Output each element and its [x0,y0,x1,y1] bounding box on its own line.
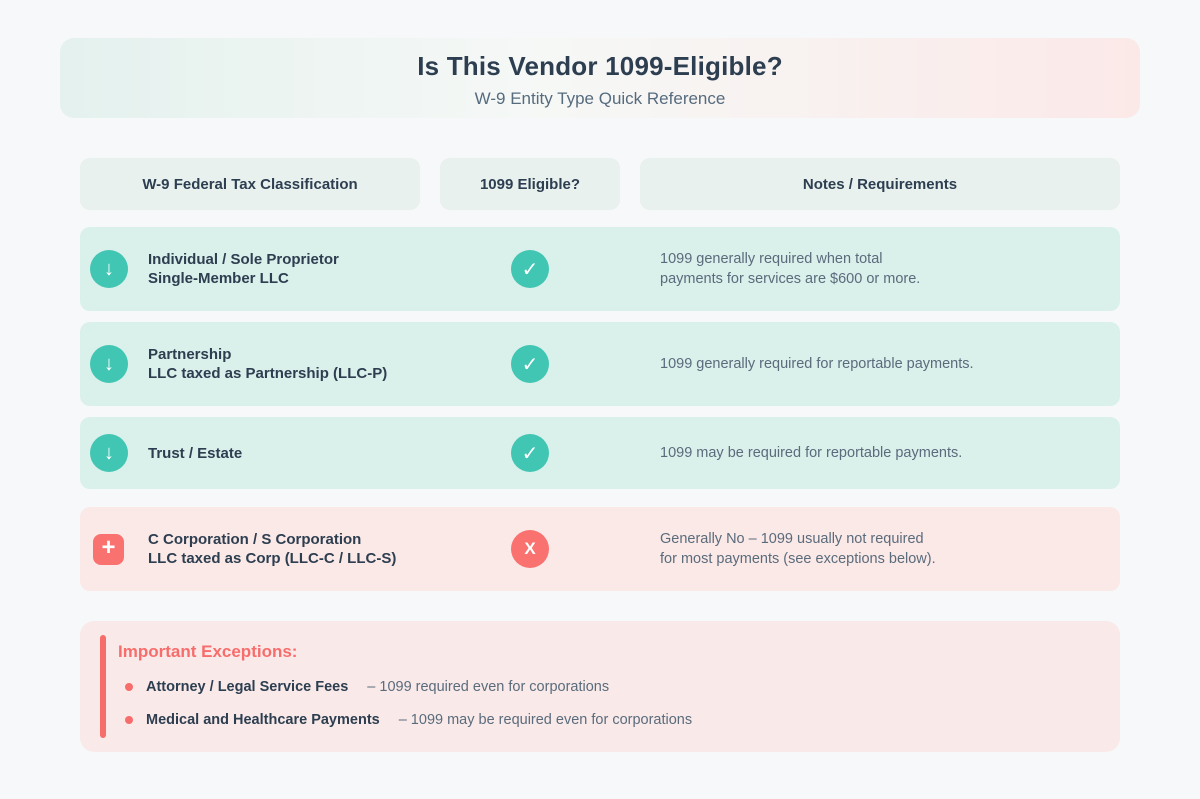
entity-name: Partnership LLC taxed as Partnership (LL… [148,345,387,383]
list-item: Attorney / Legal Service Fees – 1099 req… [118,679,1096,695]
down-arrow-icon: ↓ [90,345,128,383]
note-cell: 1099 may be required for reportable paym… [640,443,1120,463]
eligible-cell: X [440,530,620,568]
note-cell: 1099 generally required when total payme… [640,249,1120,289]
column-header-classification: W-9 Federal Tax Classification [80,158,420,210]
entity-name-line2: LLC taxed as Partnership (LLC-P) [148,365,388,382]
entity-name-line1: Individual / Sole Proprietor [148,251,339,268]
column-header-notes: Notes / Requirements [640,158,1120,210]
note-line1: 1099 generally required when total [660,251,883,267]
bullet-icon [125,683,133,691]
table-row: ↓ Individual / Sole Proprietor Single-Me… [80,227,1120,311]
entity-cell: + C Corporation / S Corporation LLC taxe… [80,530,420,568]
entity-name-line1: C Corporation / S Corporation [148,531,362,548]
note-cell: Generally No – 1099 usually not required… [640,529,1120,569]
page-subtitle: W-9 Entity Type Quick Reference [474,89,726,108]
plus-icon: + [93,533,124,565]
entity-cell: ↓ Trust / Estate [80,434,420,472]
entity-name: Individual / Sole Proprietor Single-Memb… [148,250,339,288]
page-title: Is This Vendor 1099-Eligible? [417,51,783,81]
note-line1: 1099 generally required for reportable p… [660,356,974,372]
note-cell: 1099 generally required for reportable p… [640,354,1120,374]
list-item: Medical and Healthcare Payments – 1099 m… [118,712,1096,728]
eligible-cell: ✓ [440,345,620,383]
entity-name: Trust / Estate [148,444,242,463]
exception-detail: – 1099 required even for corporations [367,679,610,695]
entity-name-line2: Single-Member LLC [148,270,289,287]
down-arrow-icon: ↓ [90,250,128,288]
check-icon: ✓ [511,250,549,288]
table-row: ↓ Partnership LLC taxed as Partnership (… [80,322,1120,406]
entity-cell: ↓ Individual / Sole Proprietor Single-Me… [80,250,420,288]
reference-table: W-9 Federal Tax Classification 1099 Elig… [80,158,1120,752]
note-line2: payments for services are $600 or more. [660,271,921,287]
x-icon: X [511,530,549,568]
exceptions-title: Important Exceptions: [118,642,298,661]
exception-label: Medical and Healthcare Payments [146,712,380,728]
entity-name-line1: Trust / Estate [148,444,243,462]
exceptions-callout: Important Exceptions: Attorney / Legal S… [80,621,1120,752]
entity-name-line2: LLC taxed as Corp (LLC-C / LLC-S) [148,550,397,567]
down-arrow-icon: ↓ [90,434,128,472]
check-icon: ✓ [511,345,549,383]
entity-name-line1: Partnership [148,346,232,363]
header-banner: Is This Vendor 1099-Eligible? W-9 Entity… [60,38,1140,118]
table-row: + C Corporation / S Corporation LLC taxe… [80,507,1120,591]
entity-name: C Corporation / S Corporation LLC taxed … [148,530,396,568]
note-line1: 1099 may be required for reportable paym… [660,445,963,461]
note-line1: Generally No – 1099 usually not required [660,531,924,547]
note-line2: for most payments (see exceptions below)… [660,551,936,567]
column-header-eligible: 1099 Eligible? [440,158,620,210]
eligible-cell: ✓ [440,250,620,288]
column-headers: W-9 Federal Tax Classification 1099 Elig… [80,158,1120,210]
table-row: ↓ Trust / Estate ✓ 1099 may be required … [80,417,1120,489]
bullet-icon [125,716,133,724]
eligible-cell: ✓ [440,434,620,472]
exception-detail: – 1099 may be required even for corporat… [398,712,693,728]
check-icon: ✓ [511,434,549,472]
accent-bar [100,635,106,738]
entity-cell: ↓ Partnership LLC taxed as Partnership (… [80,345,420,383]
exception-label: Attorney / Legal Service Fees [146,679,349,695]
